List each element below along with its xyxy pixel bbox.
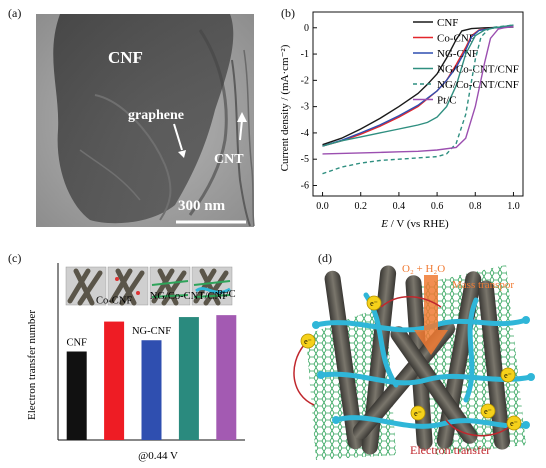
structure-thumbnails	[65, 266, 233, 306]
bar-label: CNF	[66, 338, 87, 349]
label-o2-h2o: O₂ + H₂O	[402, 263, 446, 275]
bar-y-axis-title: Electron transfer number	[26, 310, 38, 420]
panel-label-c: (c)	[8, 251, 22, 265]
bar	[216, 315, 237, 440]
panel-c: (c) Electron transfer number @0.44 V CNF…	[0, 245, 273, 468]
lsv-x-tick-label: 0.8	[469, 201, 482, 212]
electron-transfer-arrow-right	[445, 419, 512, 437]
lsv-series-line	[322, 26, 514, 146]
panel-label-a: (a)	[8, 6, 22, 20]
lsv-x-tick-label: 0.0	[316, 201, 329, 212]
electron-transfer-arrow-left	[293, 344, 315, 406]
lsv-y-tick-label: -6	[301, 180, 309, 191]
legend-label: NG/Co-CNT/CNF	[437, 64, 519, 76]
bar	[66, 351, 87, 440]
panel-label-b: (b)	[281, 6, 295, 20]
lsv-y-tick-label: -3	[301, 102, 309, 113]
bar-label: NG/Co-CNT/CNF	[150, 291, 228, 302]
lsv-series-line	[322, 25, 514, 155]
svg-text:e⁻: e⁻	[510, 419, 518, 428]
bar	[178, 317, 199, 440]
label-electron-transfer: Electron transfer	[410, 443, 491, 457]
label-graphene: graphene	[128, 108, 184, 123]
lsv-y-tick-label: -5	[301, 154, 309, 165]
panel-label-d: (d)	[318, 251, 332, 265]
label-cnf: CNF	[108, 48, 143, 67]
svg-text:e⁻: e⁻	[370, 299, 378, 308]
electron-markers: e⁻ e⁻ e⁻ e⁻ e⁻ e⁻	[300, 295, 522, 431]
bar	[141, 340, 162, 440]
scale-bar-label: 300 nm	[178, 198, 226, 214]
lsv-series-line	[322, 24, 514, 147]
mass-transport-arrow	[414, 275, 448, 355]
lsv-series-line	[322, 25, 514, 147]
lsv-y-tick-label: -4	[301, 128, 309, 139]
bar-x-axis-title: @0.44 V	[138, 450, 178, 462]
bar-chart: Electron transfer number @0.44 V CNF Co-C…	[26, 263, 245, 462]
panel-b: (b) Current density / (mA·cm⁻²) E / V (v…	[273, 0, 546, 235]
lsv-x-tick-label: 1.0	[507, 201, 520, 212]
lsv-x-axis-title: E / V (vs RHE)	[380, 218, 449, 230]
tem-image	[36, 14, 255, 227]
lsv-chart: Current density / (mA·cm⁻²) E / V (vs RH…	[279, 11, 524, 230]
bar-label: Pt/C	[217, 289, 236, 300]
lsv-y-tick-label: 0	[304, 23, 309, 34]
svg-text:e⁻: e⁻	[304, 337, 312, 346]
legend-label: Pt/C	[437, 95, 457, 107]
legend-label: NG/Co-CNT/CNF	[437, 79, 519, 91]
lsv-y-tick-label: -1	[301, 49, 309, 60]
bar-label: NG-CNF	[132, 326, 171, 337]
lsv-x-tick-label: 0.2	[354, 201, 367, 212]
lsv-series-line	[322, 24, 514, 175]
schematic-illustration: e⁻ e⁻ e⁻ e⁻ e⁻ e⁻	[293, 265, 535, 460]
panel-a: (a) CNF graphene CNT 300 nm	[0, 0, 270, 235]
lsv-x-tick-label: 0.6	[431, 201, 444, 212]
panel-d: (d)	[276, 245, 546, 468]
lsv-x-tick-label: 0.4	[393, 201, 406, 212]
legend-label: Co-CNF	[437, 33, 475, 45]
svg-text:e⁻: e⁻	[414, 409, 422, 418]
svg-text:e⁻: e⁻	[484, 407, 492, 416]
lsv-plot-frame	[312, 11, 524, 197]
legend-label: NG-CNF	[437, 48, 478, 60]
lsv-y-tick-label: -2	[301, 75, 309, 86]
bar	[104, 321, 125, 440]
bar-label: Co-CNF	[96, 296, 132, 307]
legend-label: CNF	[437, 17, 458, 29]
label-mass-transport: Mass transpor	[452, 279, 515, 291]
svg-text:e⁻: e⁻	[504, 371, 512, 380]
label-cnt: CNT	[214, 152, 244, 167]
lsv-y-axis-title: Current density / (mA·cm⁻²)	[279, 44, 291, 171]
